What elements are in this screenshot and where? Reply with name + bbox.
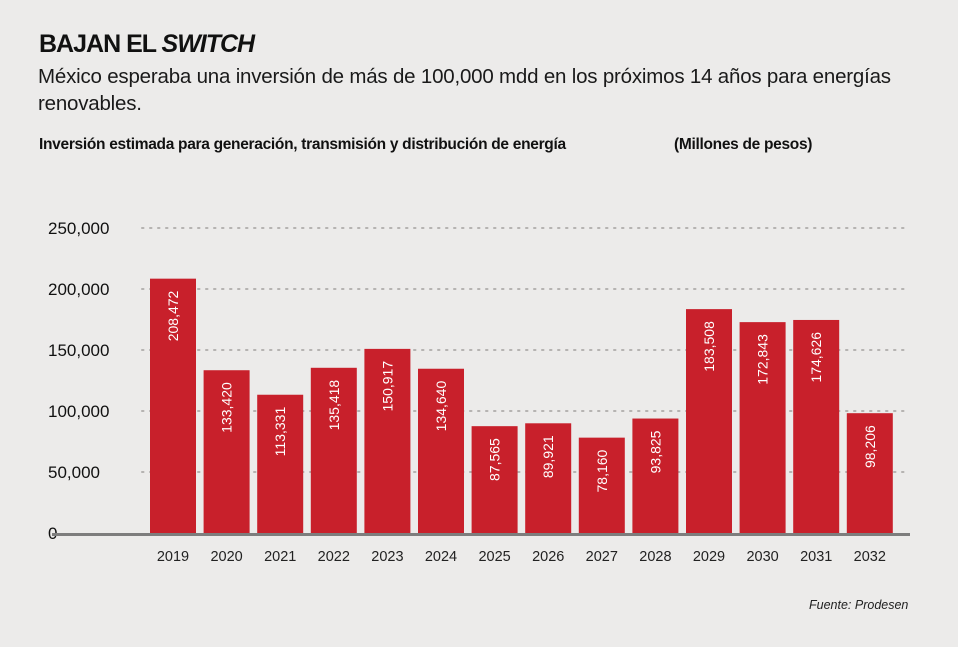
x-tick-label: 2027 (586, 549, 618, 565)
bar-2019 (150, 278, 196, 533)
x-tick-label: 2030 (746, 549, 778, 565)
x-tick-label: 2019 (157, 549, 189, 565)
bar-value-label: 87,565 (487, 438, 503, 481)
bar-value-label: 208,472 (165, 290, 181, 341)
x-tick-label: 2028 (639, 549, 671, 565)
title-main: BAJAN EL (39, 30, 162, 58)
source-note: Fuente: Prodesen (809, 598, 909, 612)
x-tick-label: 2029 (693, 549, 725, 565)
x-tick-label: 2024 (425, 549, 457, 565)
bar-value-label: 150,917 (379, 361, 395, 412)
bar-2032 (846, 413, 893, 533)
title-emphasis: SWITCH (161, 30, 256, 58)
unit-label: (Millones de pesos) (674, 136, 813, 153)
bar-value-label: 98,206 (862, 425, 878, 468)
bar-value-label: 135,418 (326, 380, 342, 431)
bar-value-label: 93,825 (647, 430, 663, 473)
y-tick-label: 100,000 (48, 402, 109, 421)
y-tick-label: 200,000 (48, 280, 109, 299)
bar-value-label: 113,331 (272, 407, 288, 457)
bar-2028 (632, 418, 679, 533)
bars: 208,472 133,420 113,331 135,418 150,917 134,6… (150, 278, 893, 533)
bar-2020 (203, 370, 250, 533)
chart-title: BAJAN EL SWITCH (39, 30, 256, 59)
chart-subtitle: México esperaba una inversión de más de … (38, 65, 891, 115)
bar-2031 (793, 319, 840, 533)
x-tick-label: 2022 (318, 549, 350, 565)
bar-value-label: 172,843 (755, 334, 771, 385)
x-tick-label: 2020 (210, 549, 242, 565)
bar-value-label: 183,508 (701, 321, 717, 372)
bar-2025 (471, 426, 518, 533)
x-tick-label: 2032 (854, 549, 886, 565)
bar-2027 (578, 437, 625, 533)
x-tick-label: 2021 (264, 549, 296, 565)
bar-2030 (739, 322, 786, 533)
bar-value-label: 78,160 (594, 449, 610, 492)
bar-2029 (686, 309, 732, 533)
bar-2023 (364, 348, 411, 533)
y-tick-label: 50,000 (48, 463, 100, 482)
bar-2021 (257, 394, 304, 533)
bar-value-label: 89,921 (540, 435, 556, 478)
x-tick-label: 2026 (532, 549, 564, 565)
bar-value-label: 134,640 (433, 381, 449, 432)
x-tick-label: 2031 (800, 549, 832, 565)
x-axis-ticks: 2019 2020 2021 2022 2023 2024 2025 2026 2027 2028… (157, 549, 886, 565)
bar-2026 (525, 423, 572, 533)
bar-value-label: 174,626 (808, 332, 824, 383)
bar-2024 (418, 368, 464, 533)
chart-description: Inversión estimada para generación, tran… (39, 136, 566, 153)
y-tick-label: 150,000 (48, 341, 109, 360)
x-tick-label: 2023 (371, 549, 403, 565)
y-tick-label: 250,000 (48, 219, 109, 238)
bar-2022 (310, 367, 357, 533)
x-tick-label: 2025 (478, 549, 510, 565)
bar-value-label: 133,420 (219, 382, 235, 433)
